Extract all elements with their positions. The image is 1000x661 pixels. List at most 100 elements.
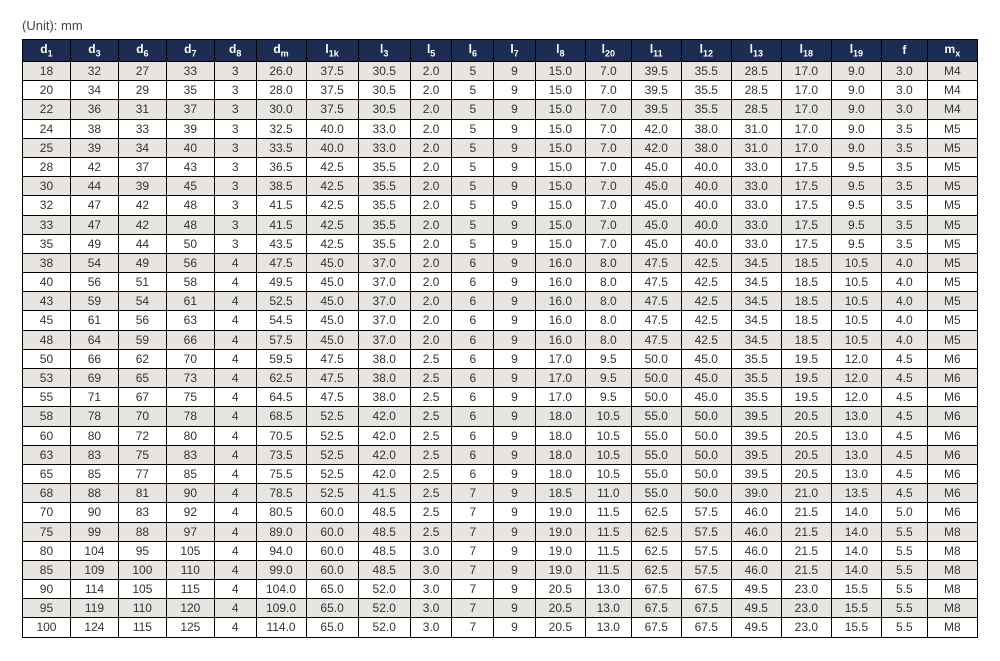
table-cell: 67.5 <box>681 618 731 637</box>
table-cell: 75 <box>23 522 71 541</box>
table-cell: M8 <box>927 599 977 618</box>
table-cell: 9.5 <box>831 215 881 234</box>
table-cell: 25 <box>23 138 71 157</box>
table-cell: 43 <box>166 157 214 176</box>
table-cell: 18.5 <box>781 330 831 349</box>
table-cell: 15.0 <box>535 81 585 100</box>
table-cell: 43.5 <box>256 234 306 253</box>
table-cell: 17.5 <box>781 234 831 253</box>
col-header: l13 <box>731 40 781 62</box>
table-cell: 92 <box>166 503 214 522</box>
table-cell: 32.5 <box>256 119 306 138</box>
table-cell: 41.5 <box>256 196 306 215</box>
table-cell: 5 <box>452 81 494 100</box>
table-cell: 55.0 <box>631 445 681 464</box>
table-cell: 72 <box>118 426 166 445</box>
table-cell: 20.5 <box>781 464 831 483</box>
table-cell: 9 <box>494 618 536 637</box>
table-cell: 55.0 <box>631 407 681 426</box>
table-cell: 7 <box>452 618 494 637</box>
table-cell: 2.0 <box>410 273 452 292</box>
table-cell: 2.5 <box>410 484 452 503</box>
table-cell: 4 <box>214 426 256 445</box>
table-cell: 45.0 <box>306 292 358 311</box>
table-cell: 2.0 <box>410 330 452 349</box>
table-cell: 29 <box>118 81 166 100</box>
table-cell: M4 <box>927 81 977 100</box>
table-cell: 45.0 <box>681 388 731 407</box>
table-cell: 9 <box>494 464 536 483</box>
table-cell: 31.0 <box>731 138 781 157</box>
table-cell: 23.0 <box>781 618 831 637</box>
table-cell: 7 <box>452 541 494 560</box>
table-cell: M6 <box>927 503 977 522</box>
table-row: 8010495105494.060.048.53.07919.011.562.5… <box>23 541 978 560</box>
table-cell: 2.5 <box>410 522 452 541</box>
table-cell: 42.0 <box>631 119 681 138</box>
table-cell: 3.5 <box>881 234 927 253</box>
table-cell: 4.5 <box>881 407 927 426</box>
table-cell: 17.0 <box>781 138 831 157</box>
table-cell: 67 <box>118 388 166 407</box>
table-cell: 3.5 <box>881 119 927 138</box>
table-cell: M8 <box>927 560 977 579</box>
table-cell: 2.0 <box>410 311 452 330</box>
table-cell: 45.0 <box>306 330 358 349</box>
table-cell: M4 <box>927 62 977 81</box>
col-header: d8 <box>214 40 256 62</box>
table-cell: 9 <box>494 522 536 541</box>
table-cell: 52.0 <box>358 580 410 599</box>
table-cell: 21.0 <box>781 484 831 503</box>
table-cell: 8.0 <box>585 292 631 311</box>
table-cell: 65.0 <box>306 618 358 637</box>
table-cell: 3 <box>214 138 256 157</box>
table-cell: 20.5 <box>781 407 831 426</box>
col-header: l11 <box>631 40 681 62</box>
table-cell: 22 <box>23 100 71 119</box>
table-row: 33474248341.542.535.52.05915.07.045.040.… <box>23 215 978 234</box>
table-cell: 52.0 <box>358 618 410 637</box>
table-cell: 37.5 <box>306 81 358 100</box>
table-cell: M8 <box>927 541 977 560</box>
table-cell: 49.5 <box>256 273 306 292</box>
table-cell: 105 <box>118 580 166 599</box>
table-cell: 50.0 <box>681 426 731 445</box>
table-cell: 57.5 <box>681 541 731 560</box>
table-cell: 18.0 <box>535 407 585 426</box>
table-row: 58787078468.552.542.02.56918.010.555.050… <box>23 407 978 426</box>
table-cell: 42.5 <box>306 234 358 253</box>
table-cell: 52.5 <box>306 464 358 483</box>
table-cell: 4.5 <box>881 369 927 388</box>
table-cell: 7.0 <box>585 177 631 196</box>
table-cell: 83 <box>166 445 214 464</box>
table-cell: 17.5 <box>781 215 831 234</box>
table-cell: 12.0 <box>831 369 881 388</box>
table-cell: 7 <box>452 560 494 579</box>
table-cell: 4.0 <box>881 253 927 272</box>
table-cell: 39.0 <box>731 484 781 503</box>
table-cell: 17.0 <box>781 119 831 138</box>
table-cell: 28.5 <box>731 100 781 119</box>
table-cell: 7.0 <box>585 62 631 81</box>
table-cell: 9 <box>494 253 536 272</box>
table-cell: 30.0 <box>256 100 306 119</box>
table-cell: 90 <box>70 503 118 522</box>
table-cell: 28 <box>23 157 71 176</box>
table-cell: 73 <box>166 369 214 388</box>
table-cell: 105 <box>166 541 214 560</box>
table-cell: 42.5 <box>306 177 358 196</box>
table-cell: 47.5 <box>631 311 681 330</box>
table-cell: 20.5 <box>535 618 585 637</box>
table-cell: 100 <box>118 560 166 579</box>
table-cell: 51 <box>118 273 166 292</box>
table-cell: 62.5 <box>631 522 681 541</box>
table-cell: 2.5 <box>410 407 452 426</box>
table-cell: 5 <box>452 157 494 176</box>
table-cell: 94.0 <box>256 541 306 560</box>
table-cell: 80 <box>70 426 118 445</box>
table-cell: 35.5 <box>358 157 410 176</box>
table-cell: 9.0 <box>831 100 881 119</box>
table-cell: 68 <box>23 484 71 503</box>
table-cell: 95 <box>23 599 71 618</box>
table-cell: 60.0 <box>306 541 358 560</box>
